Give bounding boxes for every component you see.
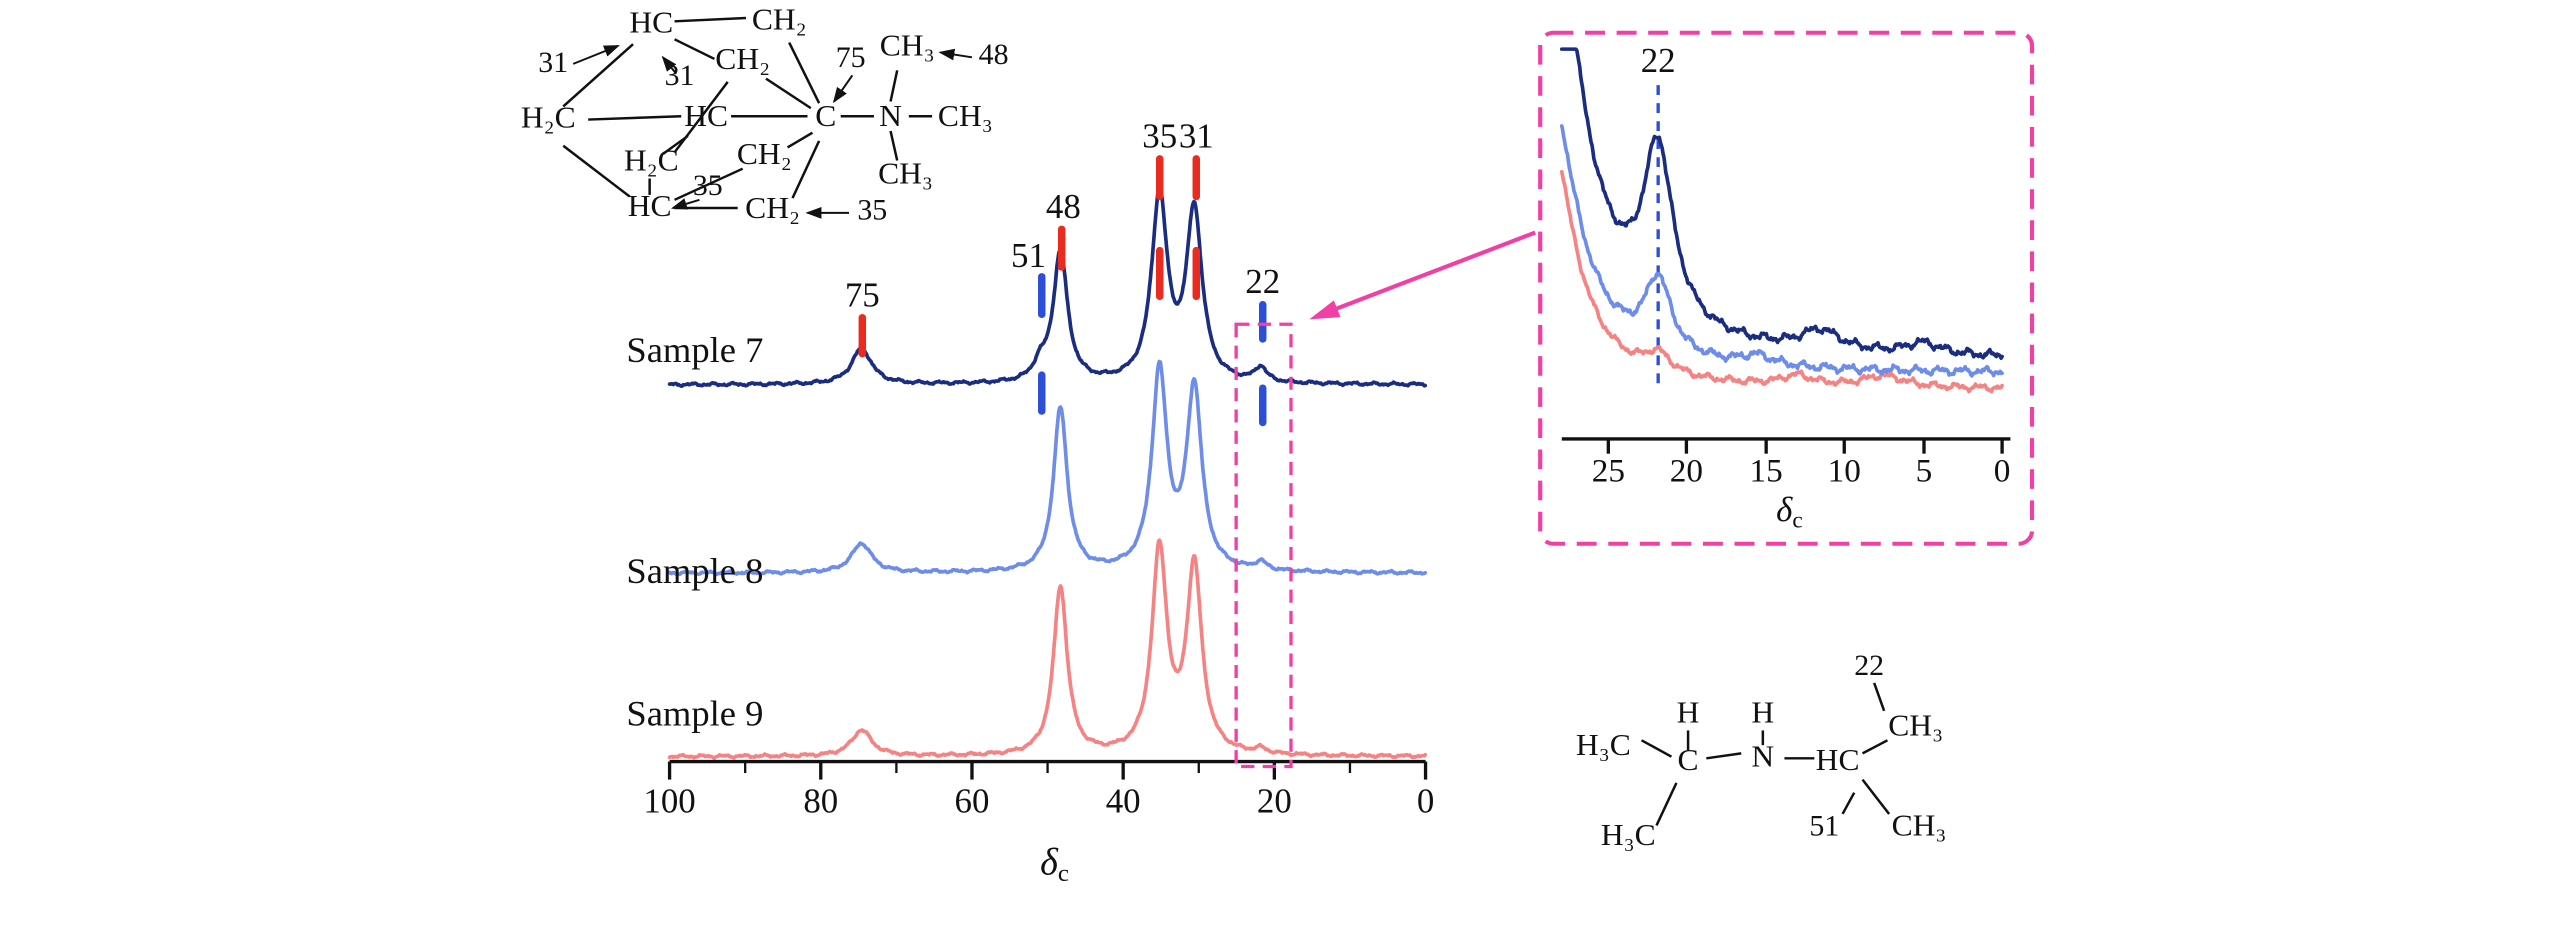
bond [1861,778,1891,815]
atom-label: H [1751,694,1774,729]
sample-label: Sample 7 [626,330,763,370]
pointer-arrow-icon [832,74,854,104]
zoom-arrowhead-icon [1309,300,1341,320]
atom-label: C [1678,742,1699,777]
atom-label: CH₃ [1888,708,1943,743]
peak-label: 51 [1011,237,1046,275]
x-tick-label: 60 [955,783,990,821]
pointer-arrow-icon [572,44,620,65]
bond [1706,752,1742,760]
inset-x-tick-label: 15 [1750,454,1783,490]
atom-label: H [1677,694,1700,729]
bond [1655,782,1678,826]
atom-label: CH₃ [878,156,933,191]
inset-border [1538,30,2035,546]
atom-label: N [1751,739,1774,774]
atom-label: CH₃ [880,28,935,63]
inset-spectrum-sample-8 [1559,124,2004,378]
shift-label: 22 [1854,650,1884,682]
bond [791,140,821,199]
atom-label: HC [629,5,673,40]
bond [562,43,634,108]
structure-bottom: H₃C H H N HC CH₃ CH₃ H₃C C 22 51 [1576,650,1947,852]
shift-label: 31 [538,47,568,79]
atom-label: HC [1816,742,1860,777]
spectrum-sample-8 [667,359,1428,577]
peak-label: 22 [1245,263,1280,301]
spectrum-sample-7 [667,185,1428,388]
bond [765,77,812,110]
atom-label: H₂C [624,143,679,178]
bond [674,16,747,23]
x-tick-label: 0 [1417,783,1434,821]
peak-markers: 75 51 48 35 31 22 [845,118,1280,427]
atom-label: HC [684,98,728,133]
atom-label: C [815,98,836,133]
atom-label: N [879,98,902,133]
peak-label: 31 [1179,118,1214,156]
bond [889,130,899,161]
bond [674,38,715,61]
spectrum-sample-9 [667,538,1428,761]
structure-bottom-bonds [1640,682,1891,826]
bond [674,167,744,201]
x-tick-label: 20 [1257,783,1292,821]
atom-label: CH₂ [745,190,800,225]
bond [662,134,689,155]
bond [1872,682,1886,712]
bond [1640,739,1673,758]
pointer-arrow-icon [670,198,700,210]
bond [786,131,814,149]
structure-top: HC CH₂ CH₂ CH₃ H₂C HC C N CH₃ H₂C CH₂ HC… [521,2,1009,227]
bond [1861,739,1889,755]
shift-label: 48 [979,39,1009,71]
inset-x-tick-label: 25 [1592,454,1625,490]
atom-label: H₂C [521,100,576,135]
x-tick-label: 80 [803,783,838,821]
inset-x-tick-label: 20 [1670,454,1703,490]
zoom-arrow [1333,230,1536,312]
bond [788,42,821,104]
x-tick-label: 40 [1106,783,1141,821]
atom-label: CH₂ [737,136,792,171]
shift-label: 35 [693,170,723,202]
x-tick-label: 100 [643,783,695,821]
inset-x-tick-label: 5 [1916,454,1933,490]
main-chart: 100 80 60 40 20 0 δc Sample 7 Sample 8 S… [626,118,1536,887]
bond [889,70,899,102]
inset-spectrum-sample-9 [1559,170,2004,394]
zoom-region-box [1234,322,1293,769]
atom-label: CH₂ [752,2,807,37]
sample-label: Sample 8 [626,551,763,591]
atom-label: CH₂ [715,41,770,76]
bond [562,144,631,198]
bond [588,115,682,121]
atom-label: CH₃ [1892,807,1947,842]
inset-x-tick-label: 0 [1994,454,2011,490]
bond [1841,792,1856,815]
shift-label: 75 [836,42,866,74]
atom-label: CH₃ [938,98,993,133]
inset-x-tick-label: 10 [1828,454,1861,490]
atom-label: H₃C [1576,727,1631,762]
inset-x-axis-label: δc [1776,491,1803,532]
shift-label: 51 [1809,810,1839,842]
atom-label: H₃C [1601,817,1656,852]
shift-label: 35 [857,195,887,227]
peak-label: 35 [1142,118,1177,156]
pointer-arrow-icon [661,55,678,75]
inset-chart: 22 25 20 15 10 5 0 δc [1538,30,2035,546]
pointer-arrow-icon [938,48,973,61]
peak-label: 48 [1046,188,1081,226]
shift-pointer-arrows [572,44,973,219]
x-axis-label: δc [1040,842,1069,887]
peak-label: 75 [845,276,880,314]
inset-peak-label: 22 [1641,42,1676,80]
structure-top-bonds [562,16,933,210]
inset-spectrum-sample-7 [1559,47,2004,360]
atom-label: HC [628,188,672,223]
sample-label: Sample 9 [626,694,763,734]
